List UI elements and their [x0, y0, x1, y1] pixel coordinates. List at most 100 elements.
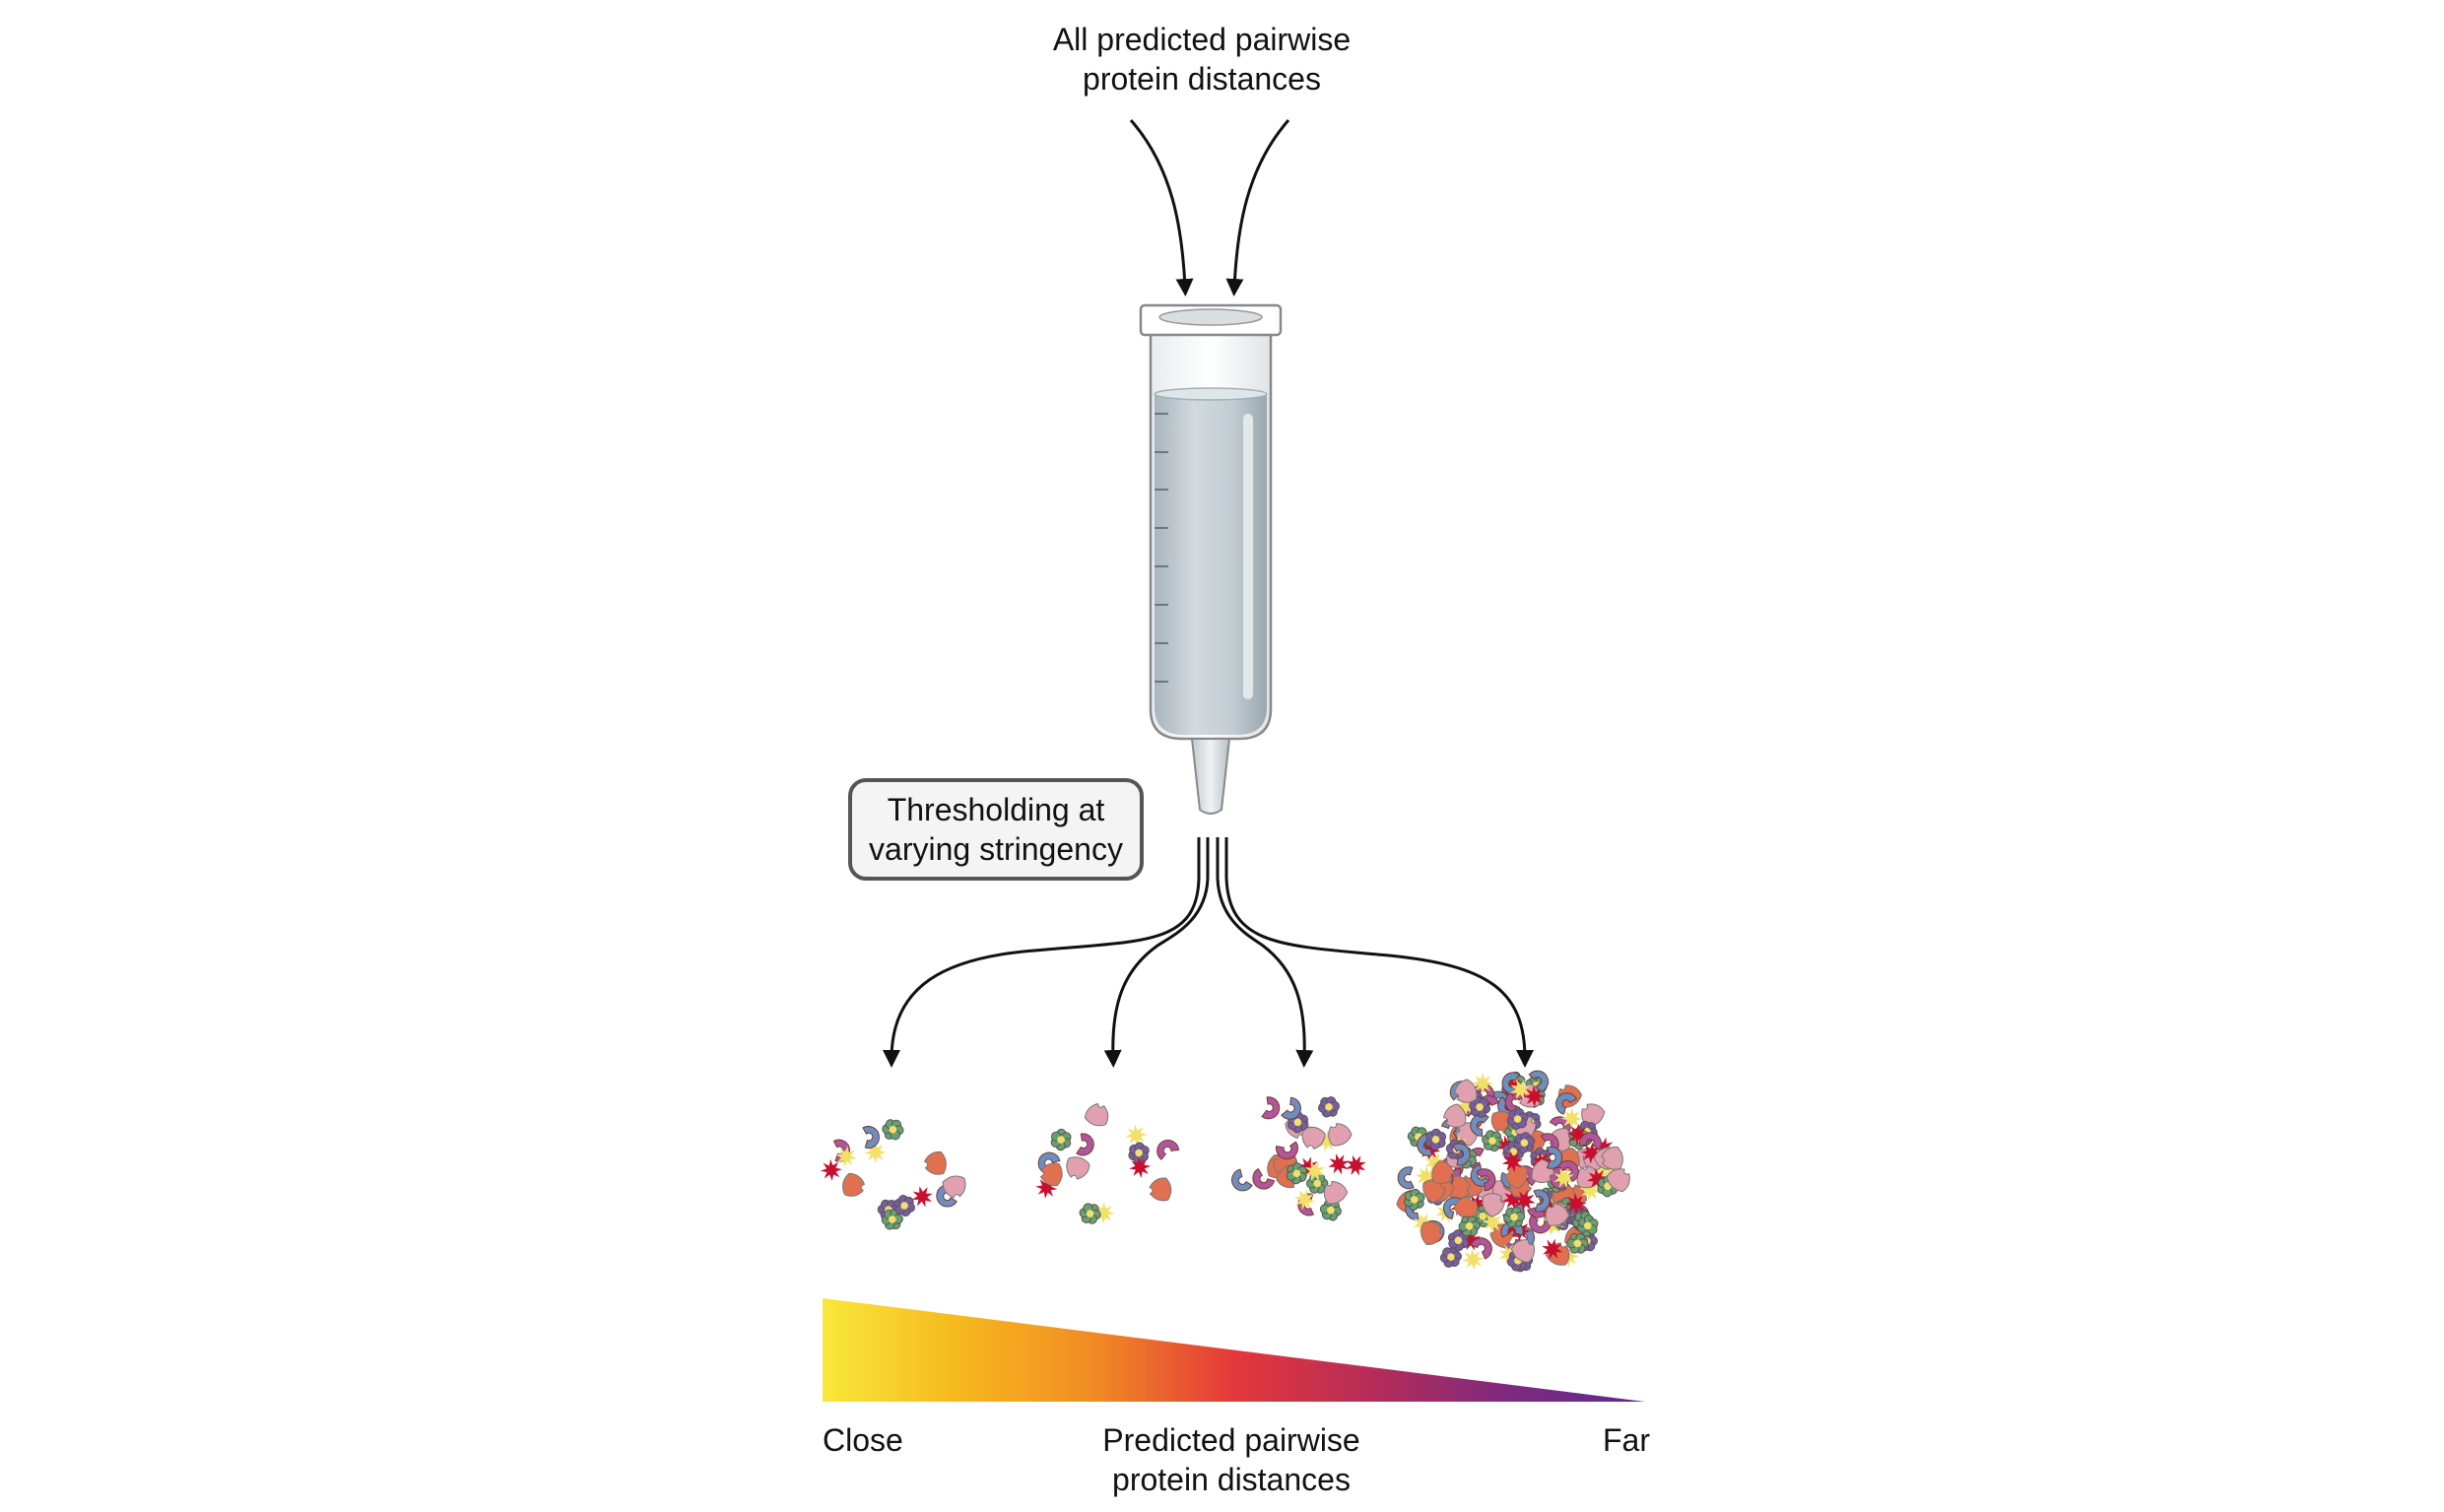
protein-glyph [1577, 1215, 1599, 1237]
protein-glyph [1297, 1156, 1319, 1178]
graduation-marks [1155, 413, 1168, 683]
tube-highlight [1243, 414, 1253, 699]
protein-glyph [1482, 1211, 1504, 1233]
cluster-mid-far [1231, 1096, 1366, 1221]
protein-glyph [1039, 1162, 1063, 1187]
cluster-close [820, 1119, 966, 1230]
protein-glyph [1469, 1096, 1491, 1118]
protein-glyph [1319, 1199, 1342, 1221]
input-label-line2: protein distances [1083, 61, 1321, 97]
protein-glyph [820, 1158, 842, 1181]
protein-glyph [1156, 1140, 1180, 1160]
protein-glyph [842, 1172, 866, 1197]
protein-glyph [1328, 1122, 1353, 1147]
protein-glyph [1506, 1108, 1529, 1130]
protein-glyph [1431, 1159, 1455, 1185]
protein-glyph [1452, 1143, 1471, 1166]
protein-glyph [1424, 1128, 1447, 1150]
axis-label-close: Close [823, 1422, 903, 1458]
distance-gradient-wedge [823, 1298, 1645, 1402]
protein-glyph [1261, 1096, 1281, 1120]
axis-title: Predicted pairwise protein distances [1034, 1420, 1428, 1499]
protein-glyph [1472, 1072, 1494, 1094]
protein-glyph [1579, 1179, 1602, 1202]
protein-glyph [1523, 1085, 1546, 1108]
protein-glyph [923, 1150, 947, 1175]
protein-glyph [1079, 1203, 1101, 1224]
protein-glyph [1447, 1229, 1469, 1252]
threshold-line2: varying stringency [869, 831, 1123, 867]
protein-glyph [1252, 1167, 1276, 1190]
protein-glyph [1513, 1132, 1536, 1154]
protein-glyph [1503, 1207, 1526, 1228]
protein-glyph [1050, 1128, 1072, 1151]
protein-glyph [1470, 1163, 1491, 1187]
protein-glyph [1546, 1146, 1563, 1169]
protein-glyph [1498, 1244, 1520, 1265]
protein-glyph [1460, 1229, 1482, 1251]
protein-glyph [893, 1195, 916, 1216]
protein-glyph [1529, 1214, 1552, 1234]
input-arrow-right [1225, 119, 1290, 296]
protein-glyph [1315, 1130, 1338, 1152]
arrow-to-cluster-mid-close [1103, 878, 1210, 1068]
protein-glyph [1276, 1141, 1298, 1160]
protein-glyph [1076, 1133, 1094, 1156]
protein-glyph [1482, 1193, 1505, 1217]
protein-glyph [1502, 1188, 1524, 1211]
column-tube [1139, 303, 1283, 815]
protein-glyph [1345, 1154, 1366, 1176]
axis-label-far: Far [1603, 1422, 1650, 1458]
protein-glyph [1453, 1196, 1479, 1220]
protein-glyph [1606, 1168, 1630, 1193]
protein-glyph [1564, 1193, 1587, 1216]
protein-glyph [1586, 1167, 1609, 1190]
protein-glyph [881, 1209, 903, 1230]
protein-glyph [1149, 1177, 1172, 1202]
protein-glyph [1514, 1190, 1536, 1212]
tube-tip [1190, 738, 1231, 815]
protein-glyph [1328, 1153, 1350, 1175]
protein-glyph [1476, 1168, 1496, 1192]
protein-glyph [1442, 1103, 1467, 1128]
protein-glyph [1501, 1072, 1520, 1095]
protein-glyph [1504, 1090, 1526, 1114]
protein-glyph [834, 1146, 857, 1167]
threshold-line1: Thresholding at [887, 792, 1105, 827]
protein-glyph [1589, 1161, 1611, 1183]
tube-opening [1158, 308, 1263, 326]
protein-glyph [1553, 1167, 1574, 1189]
threshold-box: Thresholding at varying stringency [848, 778, 1144, 881]
protein-glyph [1323, 1180, 1349, 1205]
protein-glyph [911, 1186, 933, 1208]
protein-glyph [1462, 1248, 1485, 1271]
protein-glyph [1286, 1162, 1307, 1185]
protein-glyph [1231, 1168, 1253, 1192]
protein-glyph [1470, 1237, 1492, 1260]
arrow-to-cluster-mid-far [1216, 878, 1314, 1068]
protein-glyph [862, 1126, 880, 1150]
protein-glyph [1581, 1103, 1606, 1128]
protein-glyph [1542, 1238, 1563, 1260]
input-label: All predicted pairwise protein distances [995, 20, 1409, 99]
arrow-to-cluster-far [1224, 878, 1534, 1068]
protein-glyph [1397, 1166, 1415, 1190]
protein-glyph [1293, 1189, 1316, 1211]
protein-glyph [1317, 1096, 1341, 1118]
protein-glyph [1404, 1188, 1425, 1211]
protein-glyph [1424, 1151, 1445, 1173]
protein-glyph [1066, 1156, 1090, 1180]
input-arrow-left [1129, 119, 1194, 296]
protein-glyph [1304, 1160, 1325, 1182]
cluster-far [1396, 1070, 1630, 1273]
protein-glyph [882, 1119, 904, 1141]
protein-glyph [1533, 1189, 1551, 1213]
protein-glyph [1560, 1107, 1583, 1130]
protein-glyph [1301, 1126, 1326, 1150]
protein-glyph [1566, 1232, 1589, 1254]
protein-glyph [1125, 1124, 1148, 1147]
protein-glyph [1555, 1092, 1578, 1115]
axis-title-line1: Predicted pairwise [1102, 1422, 1360, 1458]
arrow-to-cluster-close [883, 878, 1201, 1068]
cluster-mid-close [1035, 1102, 1180, 1224]
